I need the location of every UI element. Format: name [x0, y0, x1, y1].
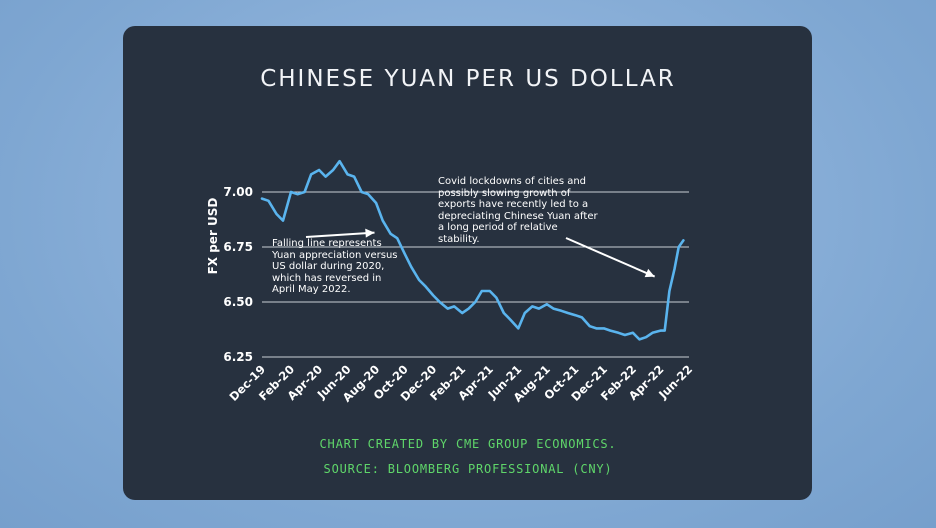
y-tick-label: 7.00 — [223, 185, 253, 199]
y-axis-label: FX per USD — [206, 198, 220, 275]
y-tick-label: 6.50 — [223, 295, 253, 309]
annotation-arrows — [305, 228, 656, 278]
grid-lines — [262, 191, 689, 358]
footer-credit: CHART CREATED BY CME GROUP ECONOMICS. — [319, 437, 617, 451]
arrow-shaft — [305, 231, 375, 238]
y-tick-label: 6.25 — [223, 350, 253, 364]
y-axis-ticks: 6.25 6.50 6.75 7.00 — [223, 185, 253, 364]
arrow-head — [365, 228, 375, 238]
annotation-lockdowns: Covid lockdowns of cities and possibly s… — [438, 176, 598, 245]
x-axis-ticks: Dec-19Feb-20Apr-20Jun-20Aug-20Oct-20Dec-… — [226, 362, 695, 405]
arrow-head — [644, 268, 655, 278]
y-tick-label: 6.75 — [223, 240, 253, 254]
chart-card — [123, 26, 812, 500]
footer-source: SOURCE: BLOOMBERG PROFESSIONAL (CNY) — [323, 462, 613, 476]
series-line — [260, 159, 685, 341]
arrow-shaft — [565, 237, 656, 278]
chart-title: CHINESE YUAN PER US DOLLAR — [260, 66, 676, 92]
annotation-appreciation: Falling line represents Yuan appreciatio… — [272, 238, 398, 295]
